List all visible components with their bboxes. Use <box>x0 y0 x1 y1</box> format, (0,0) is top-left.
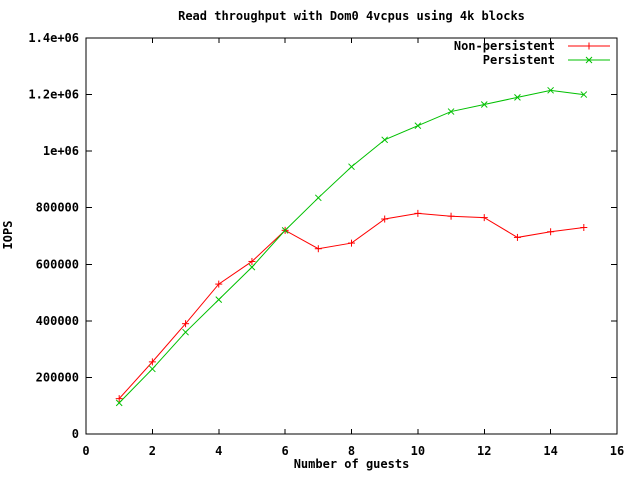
svg-text:0: 0 <box>72 427 79 441</box>
svg-text:6: 6 <box>282 444 289 458</box>
svg-text:10: 10 <box>411 444 425 458</box>
x-axis-ticks <box>85 38 618 434</box>
svg-text:800000: 800000 <box>36 201 79 215</box>
series-persistent <box>115 86 588 407</box>
svg-text:2: 2 <box>149 444 156 458</box>
legend-sample-non-persistent <box>568 42 610 50</box>
svg-text:600000: 600000 <box>36 257 79 271</box>
chart-title: Read throughput with Dom0 4vcpus using 4… <box>178 9 525 23</box>
legend-sample-persistent <box>568 56 610 64</box>
svg-text:1e+06: 1e+06 <box>43 144 79 158</box>
svg-text:400000: 400000 <box>36 314 79 328</box>
legend-label-non-persistent: Non-persistent <box>453 39 555 53</box>
svg-text:12: 12 <box>477 444 491 458</box>
y-axis-ticks <box>86 37 617 435</box>
svg-text:14: 14 <box>543 444 557 458</box>
svg-text:1.2e+06: 1.2e+06 <box>28 88 79 102</box>
svg-text:4: 4 <box>215 444 222 458</box>
x-axis-label: Number of guests <box>293 457 410 471</box>
svg-text:200000: 200000 <box>36 370 79 384</box>
y-axis-label: IOPS <box>1 220 15 250</box>
y-axis-tick-labels: 0 200000 400000 600000 800000 1e+06 1.2e+06 1.4… <box>28 31 79 441</box>
x-axis-tick-labels: 0 2 4 6 8 10 12 14 16 <box>82 444 624 458</box>
svg-text:1.4e+06: 1.4e+06 <box>28 31 79 45</box>
plot-frame <box>85 37 618 435</box>
legend-label-persistent: Persistent <box>482 53 555 67</box>
svg-text:8: 8 <box>348 444 355 458</box>
series-non-persistent <box>115 209 588 403</box>
svg-text:16: 16 <box>610 444 624 458</box>
svg-text:0: 0 <box>82 444 89 458</box>
